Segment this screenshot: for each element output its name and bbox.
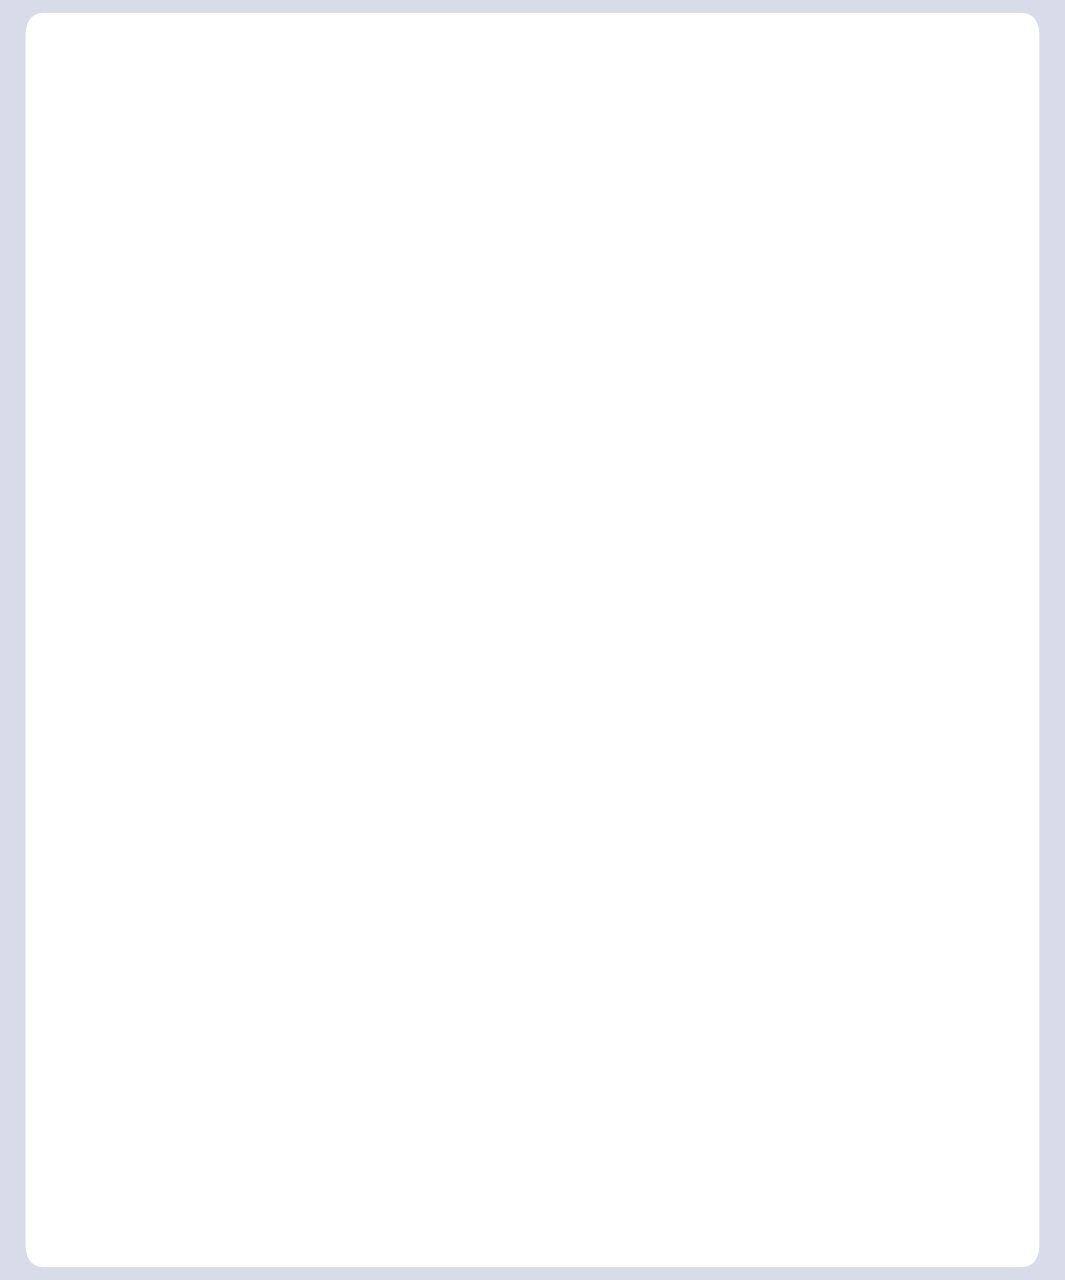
Text: I and III: I and III xyxy=(180,717,278,742)
Text: O: O xyxy=(279,508,295,527)
Text: ozonolysis reaction.: ozonolysis reaction. xyxy=(85,142,374,170)
Text: O₃: O₃ xyxy=(520,233,545,253)
Text: III: III xyxy=(608,535,642,559)
Text: O: O xyxy=(807,367,822,387)
Text: II: II xyxy=(366,562,389,586)
Text: O: O xyxy=(739,471,754,490)
Text: III and IV: III and IV xyxy=(180,822,296,847)
Text: Identify the products of the following: Identify the products of the following xyxy=(85,90,624,118)
Text: O: O xyxy=(190,383,206,402)
Text: I: I xyxy=(140,550,150,573)
Text: I and IV: I and IV xyxy=(180,927,280,954)
Text: II and I: II and I xyxy=(180,612,271,637)
Text: *: * xyxy=(989,90,1005,118)
Text: IV: IV xyxy=(833,535,862,559)
Text: Zn. H₂O: Zn. H₂O xyxy=(492,297,573,317)
